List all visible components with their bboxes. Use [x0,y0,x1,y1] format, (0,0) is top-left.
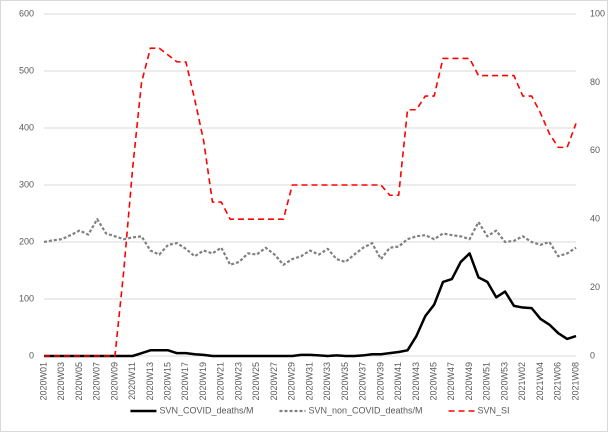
x-tick-label: 2020W39 [375,362,385,401]
y2-tick-label: 40 [590,214,600,224]
y-tick-label: 200 [19,236,34,246]
x-tick-label: 2021W08 [570,362,580,401]
x-tick-label: 2020W41 [393,362,403,401]
x-tick-label: 2020W47 [446,362,456,401]
x-tick-label: 2020W37 [358,362,368,401]
x-tick-label: 2021W04 [535,362,545,401]
x-tick-label: 2020W15 [163,362,173,401]
legend-label: SVN_non_COVID_deaths/M [308,405,422,415]
x-tick-label: 2021W06 [553,362,563,401]
x-tick-label: 2020W23 [233,362,243,401]
x-tick-label: 2020W19 [198,362,208,401]
x-tick-label: 2020W01 [38,362,48,401]
series-line [44,252,577,358]
legend-item: SVN_SI [448,405,510,415]
x-tick-label: 2020W43 [411,362,421,401]
y-tick-label: 600 [19,8,34,18]
x-tick-label: 2020W03 [56,362,66,401]
legend-item: SVN_non_COVID_deaths/M [279,405,423,415]
legend-label: SVN_SI [478,405,510,415]
x-tick-label: 2020W21 [216,362,226,401]
x-tick-label: 2020W07 [92,362,102,401]
x-tick-label: 2020W51 [482,362,492,401]
x-tick-label: 2020W33 [322,362,332,401]
x-tick-label: 2020W25 [251,362,261,401]
y-tick-label: 500 [19,65,34,75]
x-tick-label: 2020W11 [127,362,137,400]
x-tick-label: 2020W49 [464,362,474,401]
y-tick-label: 100 [19,293,34,303]
y2-tick-label: 60 [590,145,600,155]
x-tick-label: 2020W27 [269,362,279,401]
y2-tick-label: 0 [590,350,595,360]
x-tick-label: 2020W31 [304,362,314,401]
y2-tick-label: 100 [590,8,605,18]
y-tick-label: 0 [29,350,34,360]
x-tick-label: 2020W53 [499,362,509,401]
y2-tick-label: 20 [590,282,600,292]
y-tick-label: 300 [19,179,34,189]
series-line [44,47,577,357]
legend-item: SVN_COVID_deaths/M [130,405,253,415]
legend-label: SVN_COVID_deaths/M [159,405,253,415]
series-line [43,218,577,266]
x-tick-label: 2020W45 [429,362,439,401]
x-tick-label: 2020W13 [145,362,155,401]
x-tick-label: 2020W09 [109,362,119,401]
x-tick-label: 2021W02 [517,362,527,401]
x-tick-label: 2020W29 [287,362,297,401]
y-tick-label: 400 [19,122,34,132]
x-tick-label: 2020W35 [340,362,350,401]
x-tick-label: 2020W17 [180,362,190,401]
y2-tick-label: 80 [590,77,600,87]
x-tick-label: 2020W05 [74,362,84,401]
